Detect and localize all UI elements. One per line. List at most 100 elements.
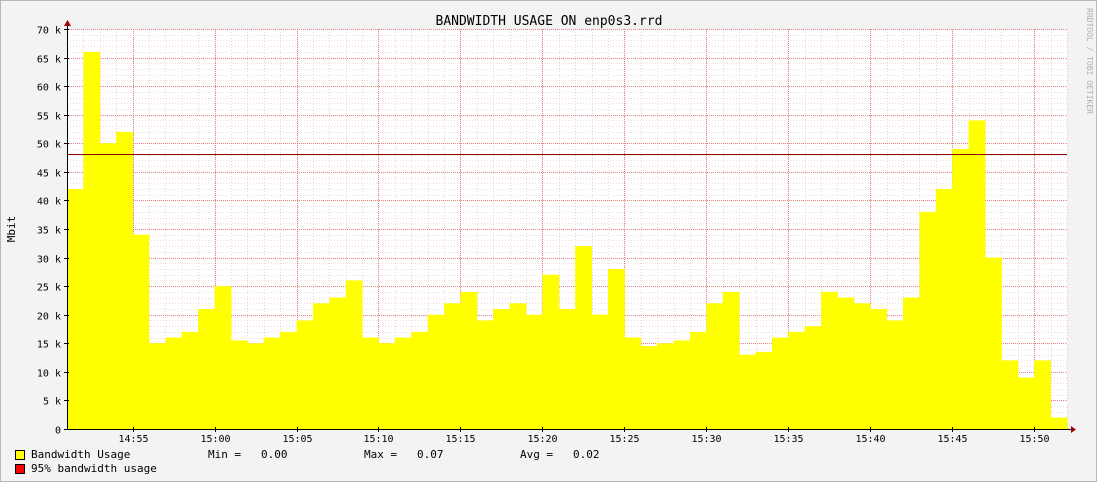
area-bar — [132, 234, 150, 429]
area-bar — [607, 269, 625, 429]
area-bar — [116, 131, 133, 430]
x-tick-label: 15:40 — [855, 434, 885, 445]
y-tick-label: 30 k — [37, 255, 61, 266]
legend-item-bandwidth: Bandwidth Usage Min = 0.00 Max = 0.07 Av… — [15, 448, 599, 462]
legend-label-95pct: 95% bandwidth usage — [31, 462, 157, 475]
area-bar — [771, 337, 789, 429]
legend-swatch-95pct — [15, 464, 25, 474]
area-bar — [214, 286, 232, 429]
y-tick-label: 65 k — [37, 55, 61, 66]
legend-label-bandwidth: Bandwidth Usage — [31, 448, 131, 461]
area-bar — [673, 340, 691, 429]
area-bar — [624, 337, 642, 429]
y-tick-label: 0 — [55, 426, 61, 437]
area-bar — [739, 354, 756, 429]
area-bar — [411, 331, 429, 429]
area-bar — [1050, 417, 1068, 429]
area-bar — [558, 309, 576, 429]
y-tick-label: 25 k — [37, 283, 61, 294]
area-bar — [722, 291, 740, 429]
x-tick-label: 15:15 — [445, 434, 475, 445]
area-bar — [591, 314, 609, 429]
area-bar — [181, 331, 199, 429]
area-bar — [476, 320, 494, 429]
area-bar — [706, 303, 724, 429]
area-bar — [296, 320, 314, 429]
area-bar — [640, 346, 658, 429]
x-tick-label: 15:45 — [937, 434, 967, 445]
area-bar — [509, 303, 527, 429]
y-axis-arrow-icon — [64, 20, 71, 26]
y-tick-label: 45 k — [37, 169, 61, 180]
y-tick-label: 35 k — [37, 226, 61, 237]
x-tick-label: 15:00 — [200, 434, 230, 445]
area-bar — [542, 274, 560, 429]
area-bar — [788, 331, 806, 429]
area-bar — [329, 297, 347, 429]
x-axis-arrow-icon — [1071, 426, 1076, 433]
x-tick-label: 15:05 — [282, 434, 312, 445]
x-tick-label: 15:10 — [363, 434, 393, 445]
legend-item-95pct: 95% bandwidth usage — [15, 462, 599, 476]
area-bar — [345, 280, 363, 429]
area-bar — [935, 189, 953, 429]
area-bar — [312, 303, 330, 429]
y-axis-label: Mbit — [5, 216, 18, 243]
y-tick-label: 20 k — [37, 312, 61, 323]
area-bar — [886, 320, 904, 429]
area-bar — [903, 297, 920, 429]
area-bar — [755, 351, 773, 429]
x-tick-label: 15:50 — [1019, 434, 1049, 445]
area-bar — [985, 257, 1002, 429]
area-bar — [657, 343, 674, 429]
area-bar — [198, 309, 215, 429]
x-tick-label: 15:25 — [609, 434, 639, 445]
area-bar — [853, 303, 871, 429]
y-tick-label: 55 k — [37, 112, 61, 123]
area-bar — [427, 314, 445, 429]
area-bar — [83, 51, 101, 430]
area-bar — [1034, 360, 1051, 429]
chart-title: BANDWIDTH USAGE ON enp0s3.rrd — [436, 14, 663, 29]
area-bar — [493, 309, 511, 429]
area-bar — [968, 120, 986, 430]
area-bar — [99, 143, 117, 430]
area-bar — [1017, 377, 1035, 429]
area-bar — [526, 314, 543, 429]
area-bar — [575, 246, 592, 429]
watermark: RRDTOOL / TOBI OETIKER — [1085, 8, 1094, 114]
y-tick-label: 60 k — [37, 83, 61, 94]
area-bar — [870, 309, 888, 429]
x-tick-label: 14:55 — [118, 434, 148, 445]
x-tick-label: 15:30 — [691, 434, 721, 445]
x-tick-label: 15:20 — [527, 434, 557, 445]
area-bar — [821, 291, 838, 429]
area-bar — [394, 337, 412, 429]
y-tick-label: 50 k — [37, 140, 61, 151]
legend: Bandwidth Usage Min = 0.00 Max = 0.07 Av… — [15, 448, 599, 476]
area-bar — [460, 291, 478, 429]
area-bar — [280, 331, 297, 429]
area-bar — [247, 343, 265, 429]
area-bar — [919, 211, 937, 429]
y-tick-label: 40 k — [37, 197, 61, 208]
area-bar — [263, 337, 281, 429]
area-bar — [362, 337, 379, 429]
bandwidth-area — [67, 51, 1068, 430]
axes — [64, 20, 1076, 433]
y-tick-label: 15 k — [37, 340, 61, 351]
stat-avg: Avg = 0.02 — [520, 448, 600, 461]
area-bar — [804, 326, 822, 429]
stat-max: Max = 0.07 — [364, 448, 444, 461]
stat-min: Min = 0.00 — [208, 448, 288, 461]
area-bar — [67, 189, 84, 429]
x-tick-label: 15:35 — [773, 434, 803, 445]
y-tick-labels: 0 5 k 10 k 15 k 20 k 25 k 30 k 35 k 40 k 45 k 50 k… — [37, 26, 69, 437]
area-bar — [689, 331, 707, 429]
area-bar — [378, 343, 396, 429]
area-bar — [1001, 360, 1019, 429]
area-bar — [444, 303, 461, 429]
x-tick-labels: 14:55 15:00 15:05 15:10 15:15 15:20 15:25 15:30… — [118, 427, 1050, 445]
